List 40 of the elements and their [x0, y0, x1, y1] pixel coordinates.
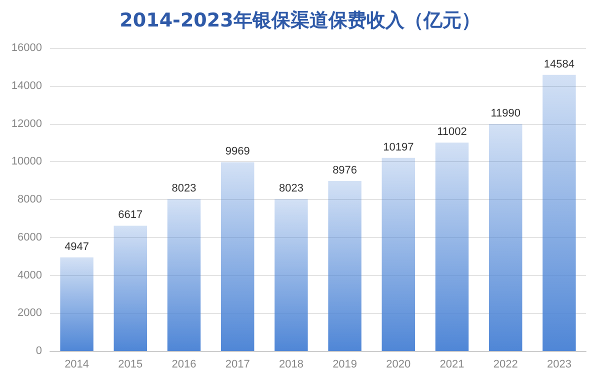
bar	[328, 181, 362, 351]
y-tick-label: 2000	[18, 307, 42, 320]
bar	[274, 199, 308, 351]
x-tick-label: 2019	[332, 358, 358, 370]
data-label: 4947	[64, 240, 90, 253]
y-tick-label: 6000	[18, 231, 42, 244]
x-tick-label: 2021	[440, 358, 464, 370]
x-tick-label: 2020	[386, 358, 411, 370]
data-label: 9969	[225, 146, 250, 158]
x-tick-label: 2014	[64, 358, 90, 370]
x-tick-label: 2018	[278, 358, 304, 370]
y-tick-label: 8000	[18, 194, 42, 206]
bar	[435, 142, 469, 351]
y-tick-label: 4000	[18, 269, 42, 282]
x-tick-label: 2016	[172, 358, 196, 370]
data-label: 8023	[278, 182, 304, 195]
data-label: 8976	[332, 164, 358, 177]
x-tick-label: 2023	[546, 358, 572, 370]
bar	[60, 257, 94, 351]
data-label: 8023	[172, 182, 196, 195]
x-tick-label: 2022	[493, 358, 518, 370]
y-tick-label: 14000	[11, 80, 42, 92]
y-tick-label: 10000	[11, 156, 42, 168]
y-tick-label: 16000	[11, 42, 42, 54]
x-tick-label: 2017	[225, 358, 250, 370]
y-tick-label: 12000	[11, 118, 42, 130]
bar	[114, 226, 148, 351]
x-tick-label: 2015	[118, 358, 143, 370]
data-label: 11990	[490, 107, 520, 120]
bar	[382, 158, 416, 351]
bar	[488, 124, 522, 351]
data-label: 6617	[118, 209, 143, 222]
chart-title: 2014-2023年银保渠道保费收入（亿元）	[120, 10, 480, 32]
y-tick-label: 0	[36, 345, 42, 357]
bar	[167, 199, 201, 351]
data-label: 14584	[544, 58, 574, 70]
data-label: 10197	[383, 141, 414, 154]
bar	[220, 162, 254, 351]
bar	[542, 74, 576, 351]
data-label: 11002	[437, 126, 467, 138]
